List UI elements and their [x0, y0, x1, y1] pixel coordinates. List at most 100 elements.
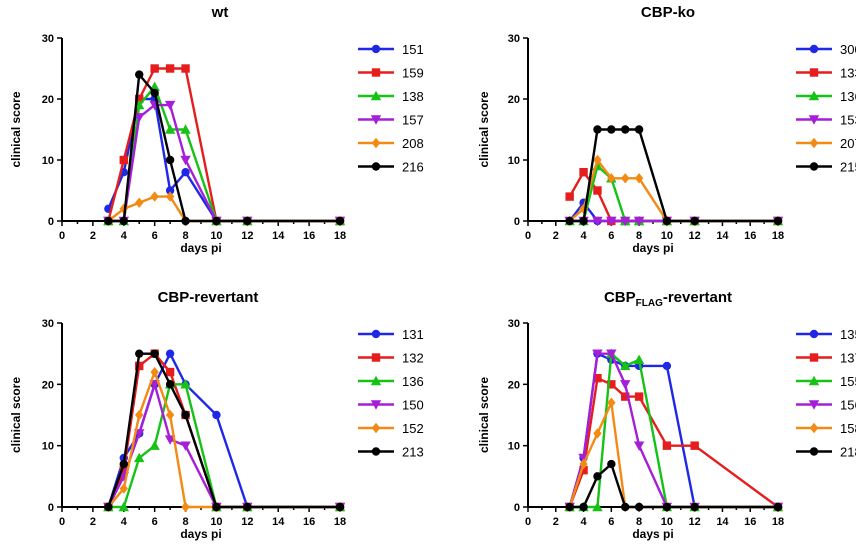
data-point	[135, 409, 144, 421]
legend-marker	[808, 375, 820, 386]
y-tick-label: 0	[48, 502, 54, 514]
x-tick-label: 18	[772, 230, 784, 242]
data-point	[592, 349, 603, 359]
data-point	[633, 354, 645, 364]
legend-marker	[809, 329, 819, 339]
y-tick-label: 10	[42, 441, 54, 453]
data-point	[181, 216, 190, 226]
y-tick-label: 20	[508, 379, 520, 391]
data-point	[593, 428, 602, 439]
legend-label: 159	[402, 66, 424, 81]
legend-label: 208	[402, 136, 424, 151]
data-point	[119, 483, 128, 494]
chart-title: CBP-revertant	[158, 289, 259, 306]
data-point	[633, 216, 645, 227]
legend-item-157: 157	[358, 113, 424, 128]
data-point	[150, 366, 159, 378]
x-tick-label: 16	[744, 230, 756, 242]
legend-label: 135	[840, 327, 856, 342]
data-point	[621, 173, 630, 184]
data-point	[607, 173, 616, 184]
x-tick-label: 4	[121, 230, 128, 242]
legend-marker	[808, 400, 820, 410]
data-point	[620, 380, 631, 390]
legend-label: 215	[840, 160, 856, 175]
x-tick-label: 8	[636, 230, 642, 242]
legend-label: 300	[840, 42, 856, 57]
x-tick-label: 0	[59, 516, 65, 528]
x-tick-label: 12	[689, 230, 701, 242]
data-point	[119, 216, 128, 226]
legend-marker	[808, 115, 820, 125]
legend-item-132: 132	[358, 351, 424, 366]
legend-item-152: 152	[358, 421, 424, 436]
series-line	[107, 67, 340, 223]
series-line	[568, 401, 778, 509]
x-tick-label: 0	[525, 230, 531, 242]
x-tick-label: 6	[152, 516, 158, 528]
data-point	[634, 125, 644, 134]
legend-marker	[370, 90, 382, 101]
chart-title: wt	[211, 4, 229, 21]
data-point	[606, 216, 617, 227]
legend-marker	[809, 68, 819, 77]
data-point	[165, 186, 175, 195]
legend-item-215: 215	[796, 160, 856, 175]
series-216	[104, 70, 345, 226]
legend-item-136: 136	[796, 89, 856, 104]
data-point	[119, 155, 128, 165]
legend-label: 153	[840, 113, 856, 128]
data-point	[662, 361, 672, 371]
y-axis-label: clinical score	[477, 91, 491, 167]
legend-label: 207	[840, 136, 856, 151]
series-line	[107, 195, 340, 223]
x-tick-label: 6	[608, 516, 614, 528]
legend-item-213: 213	[358, 445, 424, 460]
x-tick-label: 2	[553, 230, 559, 242]
data-point	[579, 216, 588, 226]
data-point	[150, 191, 159, 202]
legend-item-159: 159	[358, 66, 424, 81]
x-tick-label: 6	[152, 230, 158, 242]
data-point	[165, 191, 175, 202]
data-point	[119, 459, 128, 469]
x-tick-label: 16	[303, 230, 315, 242]
data-point	[773, 216, 783, 226]
data-point	[621, 392, 630, 401]
data-point	[181, 64, 190, 73]
legend-item-207: 207	[796, 136, 856, 151]
data-point	[180, 155, 191, 166]
chart-panel-4: CBPFLAG-revertant 0 10 20 30 0 2 4 6 8 10 12 14 16 18 d…	[477, 289, 856, 541]
x-tick-label: 8	[182, 230, 188, 242]
legend-label: 213	[402, 445, 424, 460]
legend-label: 216	[402, 160, 424, 175]
x-axis-label: days pi	[180, 527, 221, 541]
data-point	[180, 124, 191, 134]
x-tick-label: 10	[661, 230, 673, 242]
legend-label: 133	[840, 66, 856, 81]
legend-item-300: 300	[796, 42, 856, 57]
data-point	[165, 380, 175, 389]
data-point	[135, 197, 144, 208]
data-point	[634, 173, 644, 184]
data-point	[607, 459, 616, 469]
y-tick-label: 0	[514, 216, 520, 228]
data-point	[212, 216, 221, 226]
chart-title: CBP-ko	[641, 4, 695, 21]
legend-marker	[370, 115, 382, 125]
legend-item-208: 208	[358, 136, 424, 151]
data-point	[773, 502, 783, 512]
data-point	[165, 349, 175, 358]
data-point	[690, 502, 699, 512]
data-point	[135, 94, 144, 104]
chart-title: CBPFLAG-revertant	[604, 289, 732, 309]
legend-label: 218	[840, 445, 856, 460]
data-point	[592, 216, 603, 227]
legend-label: 150	[402, 398, 424, 413]
legend-item-137: 137	[796, 351, 856, 366]
x-axis-label: days pi	[632, 241, 673, 255]
series-215	[565, 125, 783, 226]
x-axis-label: days pi	[180, 241, 221, 255]
